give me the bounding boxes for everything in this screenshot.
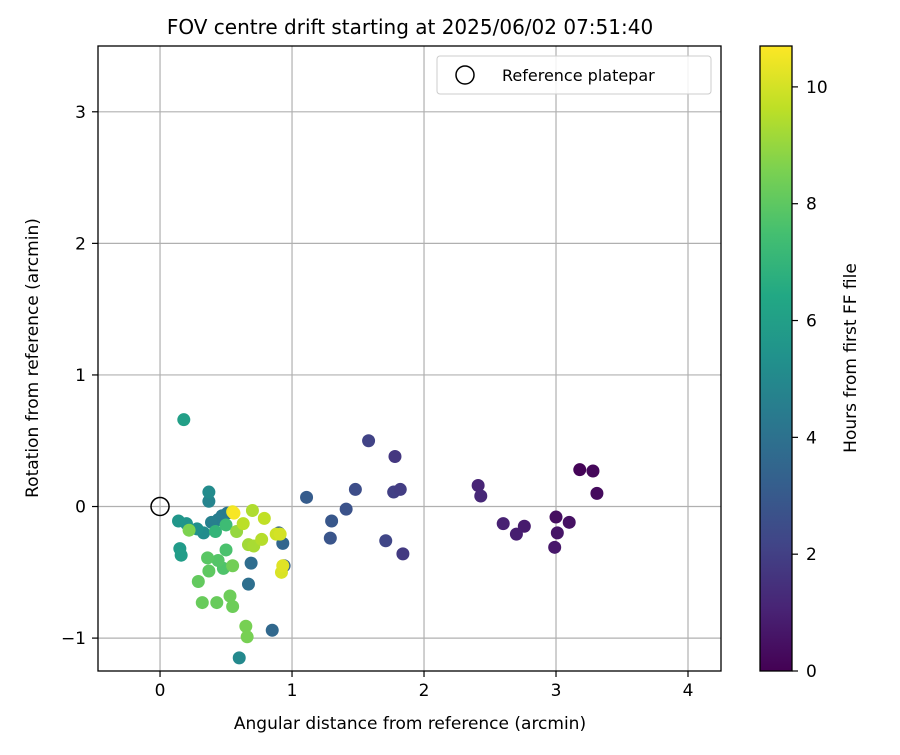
colorbar-frame	[759, 45, 793, 672]
data-points	[172, 413, 604, 665]
data-point	[172, 514, 186, 528]
y-tick-label: 1	[75, 366, 86, 386]
data-point	[255, 532, 269, 546]
data-point	[517, 519, 531, 533]
plot-frame	[97, 45, 722, 672]
data-point	[202, 494, 216, 508]
data-point	[202, 564, 216, 578]
data-point	[471, 478, 485, 492]
data-point	[240, 630, 254, 644]
data-point	[227, 506, 241, 520]
data-point	[586, 464, 600, 478]
data-point	[362, 434, 376, 448]
data-point	[509, 527, 523, 541]
x-tick-label: 1	[287, 681, 298, 701]
grid	[98, 46, 721, 671]
data-point	[273, 527, 287, 541]
data-point	[201, 551, 215, 565]
data-point	[393, 482, 407, 496]
colorbar-tick-label: 10	[806, 78, 828, 98]
y-tick-label: 2	[75, 234, 86, 254]
chart-title: FOV centre drift starting at 2025/06/02 …	[167, 15, 653, 39]
data-point	[219, 518, 233, 532]
data-point	[182, 523, 196, 537]
data-point	[226, 600, 240, 614]
data-point	[191, 575, 205, 589]
y-tick-label: 0	[75, 498, 86, 518]
data-point	[236, 517, 250, 531]
x-tick-label: 0	[155, 681, 166, 701]
legend-box	[436, 55, 712, 95]
data-point	[195, 596, 209, 610]
colorbar-gradient	[760, 46, 792, 671]
data-point	[211, 553, 225, 567]
data-point	[325, 514, 339, 528]
data-point	[549, 510, 563, 524]
y-axis-ticks: −1 0 1 2 3	[61, 103, 98, 649]
colorbar-tick-label: 2	[806, 545, 817, 565]
data-point	[208, 525, 222, 539]
colorbar-label: Hours from first FF file	[841, 263, 861, 453]
colorbar-tick-label: 6	[806, 312, 817, 332]
x-tick-label: 4	[683, 681, 694, 701]
data-point	[223, 589, 237, 603]
data-point	[590, 486, 604, 500]
legend-marker-reference-platepar	[455, 65, 475, 85]
colorbar-tick-label: 0	[806, 662, 817, 682]
colorbar-tick-label: 8	[806, 195, 817, 215]
data-point	[174, 548, 188, 562]
data-point	[562, 515, 576, 529]
y-tick-label: 3	[75, 103, 86, 123]
x-axis-ticks: 0 1 2 3 4	[155, 671, 694, 701]
data-point	[548, 540, 562, 554]
data-point	[348, 482, 362, 496]
data-point	[474, 489, 488, 503]
data-point	[226, 559, 240, 573]
x-tick-label: 3	[551, 681, 562, 701]
data-point	[496, 517, 510, 531]
data-point	[550, 526, 564, 540]
data-point	[245, 503, 259, 517]
data-point	[257, 511, 271, 525]
data-point	[241, 577, 255, 591]
data-point	[300, 490, 314, 504]
colorbar: 0 2 4 6 8 10 Hours from first FF file	[759, 45, 861, 682]
x-axis-label: Angular distance from reference (arcmin)	[234, 714, 586, 734]
data-point	[379, 534, 393, 548]
data-point	[276, 559, 290, 573]
data-point	[388, 450, 402, 464]
y-tick-label: −1	[61, 629, 86, 649]
data-point	[265, 623, 279, 637]
colorbar-ticks: 0 2 4 6 8 10	[792, 78, 828, 682]
y-axis-label: Rotation from reference (arcmin)	[23, 218, 43, 498]
data-point	[219, 543, 233, 557]
legend: Reference platepar	[436, 55, 712, 95]
data-point	[573, 463, 587, 477]
data-point	[323, 531, 337, 545]
legend-label-reference-platepar: Reference platepar	[502, 66, 655, 85]
x-tick-label: 2	[419, 681, 430, 701]
reference-platepar-marker	[150, 496, 170, 517]
data-point	[244, 556, 258, 570]
data-point	[202, 485, 216, 499]
data-point	[239, 619, 253, 633]
data-point	[210, 596, 224, 610]
colorbar-tick-label: 4	[806, 428, 817, 448]
data-point	[232, 651, 246, 665]
data-point	[339, 502, 353, 516]
data-point	[177, 413, 191, 427]
data-point	[396, 547, 410, 561]
